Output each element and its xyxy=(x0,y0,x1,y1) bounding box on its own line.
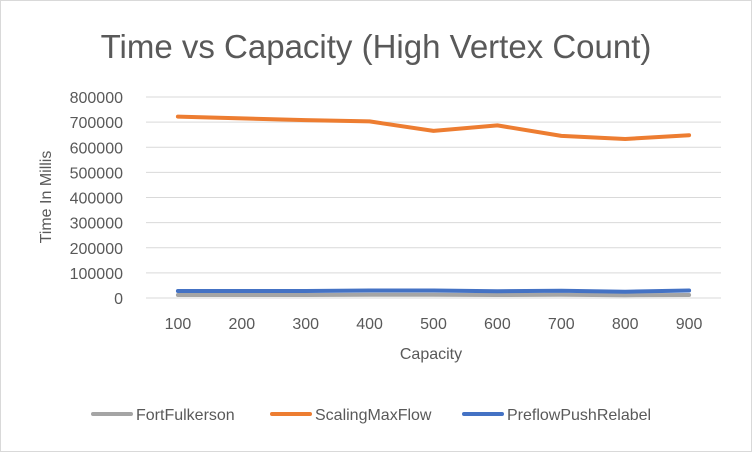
y-axis-ticks: 0 100000 200000 300000 400000 500000 600000 700… xyxy=(70,90,123,308)
y-tick-label: 0 xyxy=(114,291,123,308)
y-axis-title: Time In Millis xyxy=(38,151,55,244)
legend-label: ScalingMaxFlow xyxy=(315,407,432,424)
x-axis-ticks: 100 200 300 400 500 600 700 800 900 xyxy=(165,316,703,333)
x-tick-label: 500 xyxy=(420,316,447,333)
series-line-scalingmaxflow xyxy=(175,114,692,141)
legend: FortFulkerson ScalingMaxFlow PreflowPushRe… xyxy=(91,407,651,424)
x-tick-label: 100 xyxy=(165,316,192,333)
chart-title: Time vs Capacity (High Vertex Count) xyxy=(101,28,652,65)
x-tick-label: 300 xyxy=(292,316,319,333)
legend-label: FortFulkerson xyxy=(136,407,235,424)
y-tick-label: 100000 xyxy=(70,266,123,283)
y-tick-label: 200000 xyxy=(70,241,123,258)
y-tick-label: 300000 xyxy=(70,216,123,233)
y-tick-label: 400000 xyxy=(70,191,123,208)
x-tick-label: 400 xyxy=(356,316,383,333)
x-tick-label: 600 xyxy=(484,316,511,333)
y-tick-label: 700000 xyxy=(70,115,123,132)
x-tick-label: 800 xyxy=(612,316,639,333)
y-tick-label: 600000 xyxy=(70,140,123,157)
x-axis-title: Capacity xyxy=(400,346,462,363)
x-tick-label: 200 xyxy=(228,316,255,333)
x-tick-label: 900 xyxy=(676,316,703,333)
series-line-fortfulkerson xyxy=(175,292,692,298)
series-lines xyxy=(175,114,692,298)
y-tick-label: 500000 xyxy=(70,165,123,182)
series-line-preflowpushrelabel xyxy=(175,288,692,294)
x-tick-label: 700 xyxy=(548,316,575,333)
gridlines xyxy=(146,96,721,299)
y-tick-label: 800000 xyxy=(70,90,123,107)
legend-label: PreflowPushRelabel xyxy=(507,407,651,424)
